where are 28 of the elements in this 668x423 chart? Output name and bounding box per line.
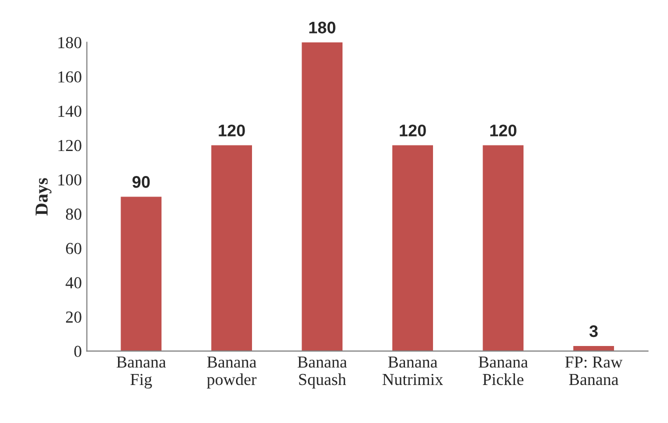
y-tick-label: 120 xyxy=(58,140,82,152)
x-tick-label: Banana Squash xyxy=(298,356,347,388)
bar xyxy=(482,145,524,352)
data-label: 120 xyxy=(400,124,426,136)
y-tick-label: 0 xyxy=(74,346,82,358)
bar xyxy=(392,145,434,352)
y-tick-label: 180 xyxy=(58,37,82,48)
x-tick-label: Banana Pickle xyxy=(478,356,528,386)
y-axis-title: Days xyxy=(36,178,52,216)
x-tick-label: FP: Raw Banana xyxy=(565,356,623,386)
y-tick-label: 140 xyxy=(58,106,82,117)
x-tick-label: Banana powder xyxy=(206,356,256,388)
y-tick-label: 80 xyxy=(66,208,82,220)
data-label: 120 xyxy=(218,124,245,136)
y-tick-label: 40 xyxy=(66,277,82,288)
bar xyxy=(302,42,343,352)
data-label: 90 xyxy=(132,176,150,188)
data-label: 180 xyxy=(309,22,336,34)
x-tick-label: Banana Fig xyxy=(116,356,166,389)
x-tick-label: Banana Nutrimix xyxy=(382,356,444,386)
y-tick-label: 60 xyxy=(66,242,82,254)
y-tick-label: 100 xyxy=(58,174,82,186)
data-label: 120 xyxy=(490,124,516,136)
data-label: 3 xyxy=(589,325,598,338)
y-tick-label: 160 xyxy=(58,71,82,83)
bar xyxy=(120,196,162,352)
y-tick-label: 20 xyxy=(66,311,82,323)
bar xyxy=(211,145,252,352)
